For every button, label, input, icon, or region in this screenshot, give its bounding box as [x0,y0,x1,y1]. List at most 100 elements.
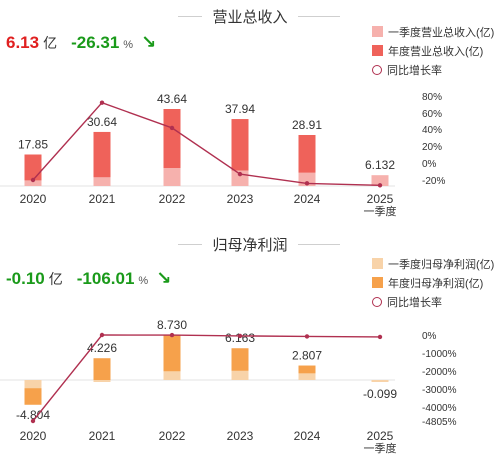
x-tick-label: 2024 [294,192,321,206]
kpi-value: -0.10 [6,269,45,288]
y2-tick-label: 0% [422,331,437,342]
title-divider-left [178,244,220,245]
y2-tick-label: 20% [422,142,442,153]
legend-item-q1[interactable]: 一季度营业总收入(亿) [372,24,494,43]
y2-tick-label: -4805% [422,417,457,428]
q1-bar [298,373,316,380]
data-label: 28.91 [292,118,322,132]
data-label: -4.804 [16,408,50,422]
data-label: 6.163 [225,331,255,345]
data-label: 30.64 [87,115,117,129]
x-tick-label: 2024 [294,429,321,443]
q1-bar [93,177,111,186]
title-divider-right [298,244,340,245]
data-label: 8.730 [157,318,187,332]
x-tick-label: 2023 [227,192,254,206]
data-label: 43.64 [157,92,187,106]
growth-point [169,125,175,131]
revenue-panel: 营业总收入 6.13 亿 -26.31% ↘ 一季度营业总收入(亿) 年度营业总收入(… [0,6,495,218]
x-tick-label: 一季度 [364,441,397,455]
q1-bar [371,175,389,186]
x-tick-label: 2025 [367,192,394,206]
data-label: 2.807 [292,349,322,363]
y2-tick-label: 80% [422,92,442,103]
legend-marker-growth [372,297,382,307]
legend-label-growth: 同比增长率 [387,65,442,77]
growth-line [32,334,381,422]
x-tick-label: 2022 [159,192,186,206]
y2-tick-label: -2000% [422,367,457,378]
kpi-summary: 6.13 亿 -26.31% ↘ [6,32,156,53]
legend-label-q1: 一季度归母净利润(亿) [388,259,495,271]
growth-point [237,171,243,177]
growth-point [237,333,243,339]
data-label: 37.94 [225,102,255,116]
annual-bar [163,109,181,186]
growth-point [304,181,310,186]
legend-swatch-annual [372,45,383,56]
x-tick-label: 2021 [89,429,116,443]
legend-item-annual[interactable]: 年度营业总收入(亿) [372,43,494,62]
legend-label-annual: 年度归母净利润(亿) [388,278,484,290]
title-divider-left [178,16,220,17]
x-tick-label: 2020 [20,192,47,206]
kpi-summary: -0.10 亿 -106.01% ↘ [6,268,171,289]
chart-title: 营业总收入 [202,6,298,27]
annual-bar [231,119,249,186]
kpi-change: -106.01 [76,269,135,288]
y2-tick-label: -1000% [422,349,457,360]
legend-label-growth: 同比增长率 [387,297,442,309]
y2-tick-label: 0% [422,159,437,170]
annual-bar [163,335,181,380]
kpi-change: -26.31 [71,33,120,52]
growth-point [377,183,383,188]
legend-swatch-q1 [372,258,383,269]
annual-bar [24,154,42,186]
kpi-value: 6.13 [6,33,40,52]
growth-point [377,334,383,340]
kpi-unit: 亿 [48,271,63,287]
title-divider-right [298,16,340,17]
profit-panel: 归母净利润 -0.10 亿 -106.01% ↘ 一季度归母净利润(亿) 年度归母净利… [0,228,500,456]
growth-point [99,100,105,105]
legend-label-q1: 一季度营业总收入(亿) [388,27,495,39]
kpi-change-unit: % [138,275,149,287]
q1-bar [24,180,42,186]
q1-bar [93,380,111,382]
growth-point [99,332,105,338]
q1-bar [163,168,181,186]
legend: 一季度营业总收入(亿) 年度营业总收入(亿) 同比增长率 [372,24,494,81]
legend-swatch-annual [372,277,383,288]
annual-bar [93,131,111,186]
legend-label-annual: 年度营业总收入(亿) [388,46,484,58]
y2-tick-label: 40% [422,125,442,136]
growth-point [304,334,310,339]
legend-item-annual[interactable]: 年度归母净利润(亿) [372,275,494,294]
chart-title: 归母净利润 [202,234,298,255]
q1-bar [163,371,181,380]
legend-item-q1[interactable]: 一季度归母净利润(亿) [372,256,494,275]
q1-bar [371,380,389,382]
x-tick-label: 2022 [159,429,186,443]
data-label: 17.85 [18,138,48,152]
y2-tick-label: -20% [422,176,445,187]
kpi-unit: 亿 [43,35,58,51]
legend-marker-growth [372,65,382,75]
legend-swatch-q1 [372,26,383,37]
growth-point [30,418,36,424]
x-tick-label: 一季度 [364,204,397,218]
y2-tick-label: -3000% [422,385,457,396]
growth-point [169,332,175,338]
x-tick-label: 2023 [227,429,254,443]
x-tick-label: 2021 [89,192,116,206]
legend: 一季度归母净利润(亿) 年度归母净利润(亿) 同比增长率 [372,256,494,313]
growth-point [30,177,36,183]
legend-item-growth[interactable]: 同比增长率 [372,62,494,81]
growth-line [32,101,381,186]
x-tick-label: 2025 [367,429,394,443]
data-label: 6.132 [365,158,395,172]
revenue-chart-svg: 17.85 30.64 43.64 37.94 28.91 6.132 80% 60% 40% 2… [0,92,445,218]
q1-bar [24,380,42,389]
legend-item-growth[interactable]: 同比增长率 [372,294,494,313]
kpi-change-unit: % [123,39,134,51]
